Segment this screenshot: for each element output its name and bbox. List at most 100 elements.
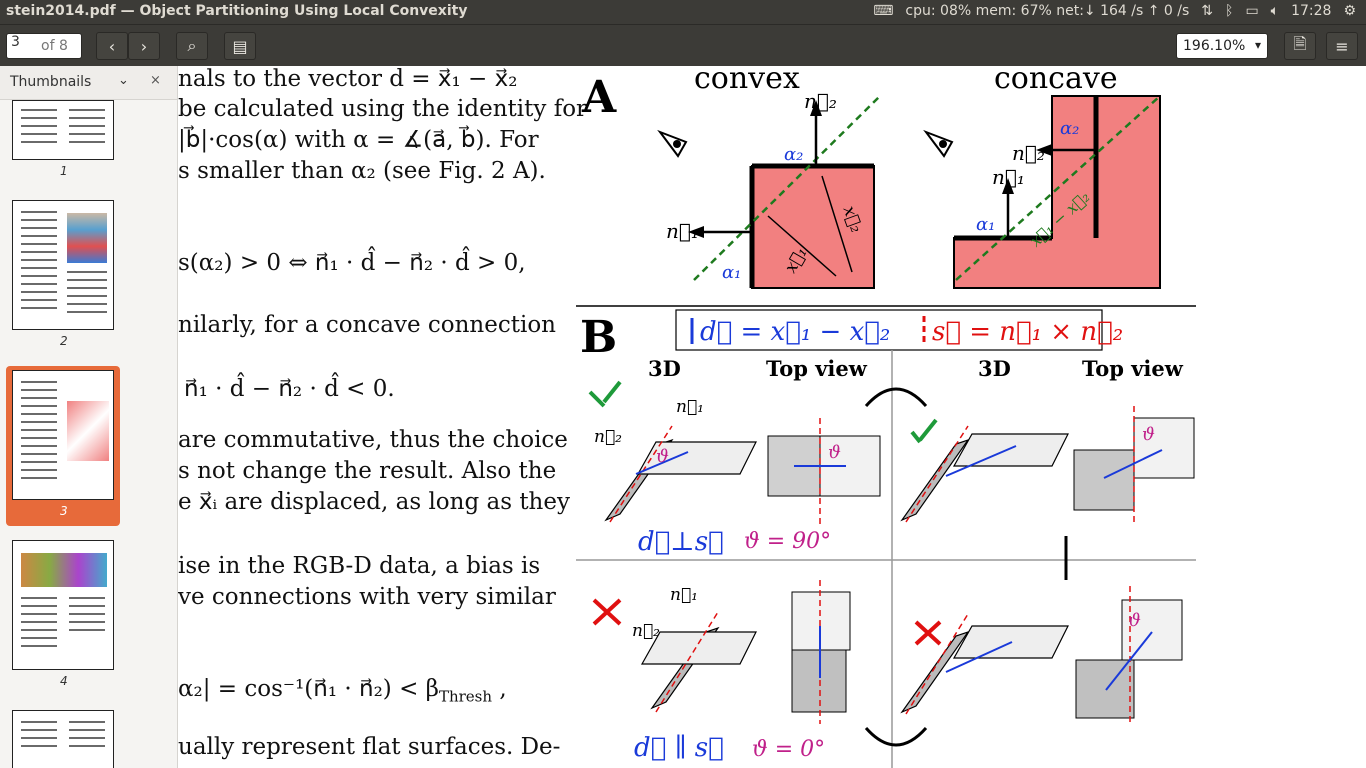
legend-box xyxy=(675,309,1103,351)
thresh-subscript: Thresh xyxy=(438,687,493,706)
column-3d-left: 3D xyxy=(648,356,681,381)
cross-icon xyxy=(914,620,942,646)
annotations-button[interactable]: ▤ xyxy=(224,32,256,60)
n2-label: n⃗₂ xyxy=(594,427,622,447)
zoom-value[interactable]: 196.10% xyxy=(1183,38,1246,54)
n2-label: n⃗₂ xyxy=(1012,141,1045,165)
threshold-equation: α₂| = cos⁻¹(n⃗₁ · n⃗₂) < β xyxy=(178,676,439,702)
text-line: |b⃗|·cos(α) with α = ∡(a⃗, b⃗). For xyxy=(178,127,539,153)
network-icon[interactable]: ⇅ xyxy=(1201,3,1214,19)
toolbar: 3 of 8 ‹ › ⌕ ▤ 196.10% ▾ 🗎︎ ≡ xyxy=(0,24,1366,66)
zoom-selector[interactable]: 196.10% ▾ xyxy=(1176,33,1268,59)
text-line: are commutative, thus the choice xyxy=(178,427,568,453)
alpha1-label: α₁ xyxy=(722,262,741,283)
page-view-button[interactable]: 🗎︎ xyxy=(1284,32,1316,60)
perpendicular-label: d⃗⊥s⃗ xyxy=(638,527,724,557)
n1-label: n⃗₁ xyxy=(676,397,704,417)
thumbnail-page-2[interactable] xyxy=(12,200,114,330)
thumbnail-image xyxy=(21,553,107,587)
theta-90-label: ϑ = 90° xyxy=(744,529,831,554)
scrollbar[interactable] xyxy=(1356,66,1362,768)
panel-b-label: B xyxy=(580,312,617,363)
column-top-left: Top view xyxy=(766,356,868,381)
checkmark-icon xyxy=(910,430,922,444)
text-line: s smaller than α₂ (see Fig. 2 A). xyxy=(178,158,546,184)
checkmark-icon xyxy=(588,390,606,408)
thumbnail-label-2: 2 xyxy=(60,334,68,348)
legend-d: d⃗ = x⃗₁ − x⃗₂ xyxy=(700,317,890,347)
document-view[interactable]: nals to the vector d = x⃗₁ − x⃗₂ be calc… xyxy=(178,66,1366,768)
close-icon[interactable]: × xyxy=(150,73,161,88)
system-monitor[interactable]: cpu: 08% mem: 67% net:↓ 164 /s ↑ 0 /s xyxy=(905,3,1190,19)
text-line: nilarly, for a concave connection xyxy=(178,312,556,338)
column-top-right: Top view xyxy=(1082,356,1184,381)
n1-label: n⃗₁ xyxy=(670,585,698,605)
text-line: e x⃗ᵢ are displaced, as long as they xyxy=(178,489,570,515)
alpha2-label: α₂ xyxy=(784,144,803,165)
hamburger-menu-icon: ≡ xyxy=(1335,36,1349,56)
bluetooth-icon[interactable]: ᛒ xyxy=(1225,3,1234,19)
thumbnail-label-1: 1 xyxy=(60,164,68,178)
thumbnails-sidebar: Thumbnails ⌄ × 1 2 xyxy=(0,66,178,768)
eye-icon xyxy=(657,129,688,158)
text-line: s(α₂) > 0 ⇔ n⃗₁ · d̂ − n⃗₂ · d̂ > 0, xyxy=(178,250,526,276)
theta-label: ϑ xyxy=(1128,610,1141,631)
battery-icon[interactable]: ▭ xyxy=(1245,3,1259,19)
thumbnail-page-1[interactable] xyxy=(12,100,114,160)
n2-label: n⃗₂ xyxy=(632,621,660,641)
convex-block xyxy=(751,165,875,289)
n1-label: n⃗₁ xyxy=(666,219,699,243)
system-indicators: ⌨ cpu: 08% mem: 67% net:↓ 164 /s ↑ 0 /s … xyxy=(873,3,1356,19)
chevron-right-icon: › xyxy=(140,36,148,56)
settings-gear-icon[interactable]: ⚙ xyxy=(1343,3,1356,19)
text-line: s not change the result. Also the xyxy=(178,458,557,484)
thumbnail-page-4[interactable] xyxy=(12,540,114,670)
text-line: ise in the RGB-D data, a bias is xyxy=(178,553,541,579)
eye-icon xyxy=(923,129,954,158)
cross-icon xyxy=(592,598,622,626)
text-line: ve connections with very similar xyxy=(178,584,556,610)
convex-label: convex xyxy=(694,66,800,96)
parallel-label: d⃗ ∥ s⃗ xyxy=(634,733,724,763)
clock[interactable]: 17:28 xyxy=(1291,3,1332,19)
menu-button[interactable]: ≡ xyxy=(1326,32,1358,60)
previous-page-button[interactable]: ‹ xyxy=(96,32,128,60)
keyboard-icon[interactable]: ⌨ xyxy=(873,3,894,19)
document-list-icon: ▤ xyxy=(232,36,248,56)
text-line: ually represent flat surfaces. De- xyxy=(178,734,561,760)
text-line: α₂| = cos⁻¹(n⃗₁ · n⃗₂) < βThresh , xyxy=(178,676,507,706)
page-count-label: of 8 xyxy=(41,38,68,54)
concave-label: concave xyxy=(994,66,1118,96)
convexity-figure: A convex concave n⃗₂ n⃗₁ α₂ α₁ x⃗₁ x⃗₂ xyxy=(576,66,1196,768)
thumbnail-label-4: 4 xyxy=(60,674,68,688)
legend-s: s⃗ = n⃗₁ × n⃗₂ xyxy=(932,317,1123,347)
theta-0-label: ϑ = 0° xyxy=(752,737,825,762)
text-line: be calculated using the identity for xyxy=(178,96,588,122)
chevron-down-icon: ▾ xyxy=(1254,38,1261,52)
thumbnail-label-3: 3 xyxy=(60,504,68,518)
theta-label: ϑ xyxy=(1142,424,1155,445)
page-number-input[interactable]: 3 xyxy=(11,34,20,50)
next-page-button[interactable]: › xyxy=(128,32,160,60)
document-icon: 🗎︎ xyxy=(1293,33,1307,53)
thumbnail-image xyxy=(67,401,109,461)
sidebar-title: Thumbnails xyxy=(10,74,92,90)
text-line: n⃗₁ · d̂ − n⃗₂ · d̂ < 0. xyxy=(184,376,395,402)
thumbnail-image xyxy=(67,213,107,263)
transition-arrow xyxy=(864,387,928,407)
volume-icon[interactable]: 🔈︎ xyxy=(1270,3,1280,19)
page-selector[interactable]: 3 of 8 xyxy=(6,33,82,59)
theta-label: ϑ xyxy=(656,446,669,467)
sidebar-header[interactable]: Thumbnails ⌄ × xyxy=(0,66,177,100)
search-button[interactable]: ⌕ xyxy=(176,32,208,60)
tangent-line xyxy=(693,95,881,281)
top-panel: stein2014.pdf — Object Partitioning Usin… xyxy=(0,0,1366,24)
window-title: stein2014.pdf — Object Partitioning Usin… xyxy=(6,3,468,19)
n1-label: n⃗₁ xyxy=(992,165,1025,189)
thumbnail-page-3[interactable] xyxy=(12,370,114,500)
thumbnail-page-5[interactable] xyxy=(12,710,114,768)
chevron-down-icon[interactable]: ⌄ xyxy=(118,73,129,88)
column-3d-right: 3D xyxy=(978,356,1011,381)
theta-label: ϑ xyxy=(828,442,841,463)
n2-label: n⃗₂ xyxy=(804,89,837,113)
